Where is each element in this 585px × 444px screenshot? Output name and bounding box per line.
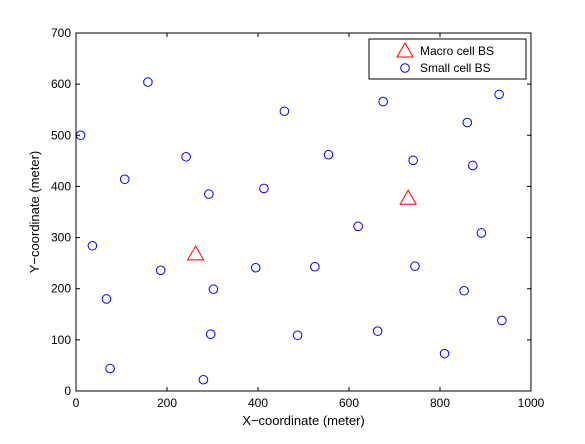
y-tick-label: 0: [64, 384, 71, 398]
x-tick-label: 600: [339, 396, 359, 410]
small-cell-bs-point: [143, 77, 153, 87]
y-tick-label: 600: [51, 77, 71, 91]
legend-label: Macro cell BS: [420, 44, 494, 58]
macro-cell-bs-point: [399, 189, 418, 205]
small-cell-bs-point: [101, 294, 112, 304]
y-tick-label: 200: [51, 282, 71, 296]
small-cell-bs-point: [198, 374, 209, 385]
ticks-layer: 0 200 400 600 800 1000 0 100 200 300 400 500 600 700: [51, 26, 545, 410]
y-tick-label: 100: [51, 333, 71, 347]
small-cell-bs-point: [155, 265, 166, 276]
small-cell-bs-point: [497, 315, 507, 326]
x-tick-label: 1000: [518, 396, 545, 410]
macro-cell-bs-point: [186, 244, 205, 261]
small-cell-bs-point: [292, 330, 303, 341]
legend-label: Small cell BS: [420, 61, 491, 75]
small-cell-bs-point: [408, 155, 418, 166]
small-cell-bs-point: [208, 284, 219, 295]
small-cell-bs-point: [462, 117, 473, 128]
small-cell-bs-point: [205, 329, 216, 340]
legend: Macro cell BS Small cell BS: [368, 38, 527, 80]
small-cell-bs-point: [310, 261, 320, 272]
legend-macro-cell-marker: [396, 41, 414, 58]
small-cell-bs-point: [181, 151, 191, 162]
small-cell-bs-point: [476, 228, 487, 238]
small-cell-bs-point: [353, 221, 363, 232]
legend-small-cell-marker: [400, 63, 410, 73]
legend-box: [368, 38, 527, 80]
small-cell-bs-point: [279, 106, 290, 117]
small-cell-bs-point: [439, 348, 450, 359]
small-cell-bs-point: [259, 183, 269, 194]
plot-area: [76, 33, 531, 391]
small-cell-bs-point: [119, 174, 130, 185]
y-tick-label: 500: [51, 128, 71, 142]
small-cell-bs-point: [105, 363, 115, 374]
y-axis-label: Y−coordinate (meter): [27, 151, 42, 273]
small-cell-bs-point: [250, 262, 261, 273]
y-tick-label: 700: [51, 26, 71, 40]
x-tick-label: 200: [157, 396, 177, 410]
x-tick-label: 400: [248, 396, 268, 410]
points-layer: [75, 77, 507, 385]
small-cell-bs-point: [87, 240, 98, 251]
small-cell-bs-point: [410, 261, 420, 272]
x-axis-label: X−coordinate (meter): [242, 413, 364, 428]
legend-items: Macro cell BS Small cell BS: [396, 41, 494, 75]
small-cell-bs-point: [204, 189, 214, 199]
small-cell-bs-point: [372, 326, 383, 336]
y-tick-label: 400: [51, 179, 71, 193]
x-tick-label: 0: [73, 396, 80, 410]
x-tick-label: 800: [430, 396, 450, 410]
y-tick-label: 300: [51, 231, 71, 245]
small-cell-bs-point: [459, 285, 469, 296]
small-cell-bs-point: [494, 89, 504, 100]
plot-frame: [75, 32, 532, 392]
small-cell-bs-point: [323, 149, 334, 160]
small-cell-bs-point: [467, 160, 478, 171]
small-cell-bs-point: [378, 96, 388, 107]
